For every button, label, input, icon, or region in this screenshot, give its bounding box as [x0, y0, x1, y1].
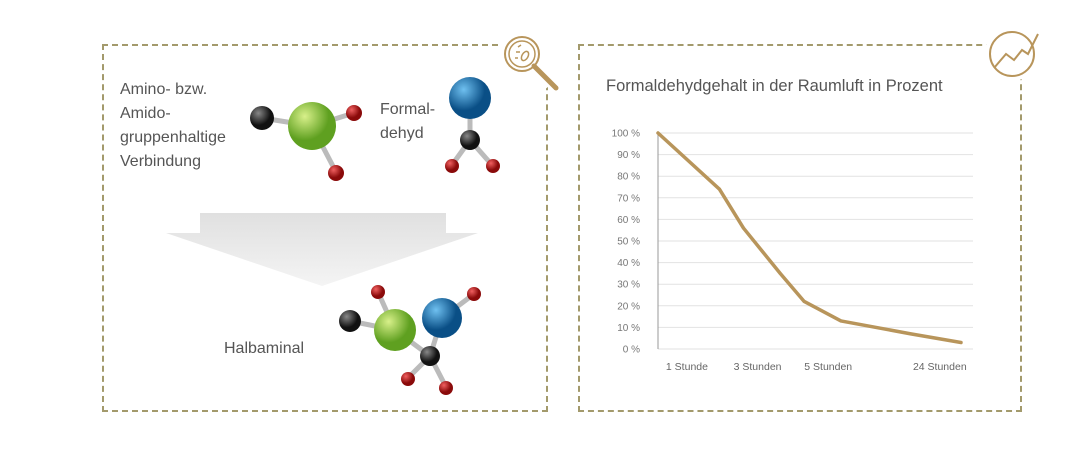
- data-point: [839, 319, 843, 323]
- trend-chart-icon: [984, 28, 1046, 80]
- data-point: [959, 341, 963, 345]
- label-line: dehyd: [380, 125, 424, 142]
- y-tick-label: 0 %: [623, 345, 640, 356]
- y-tick-label: 30 %: [617, 280, 640, 291]
- y-tick-label: 10 %: [617, 323, 640, 334]
- label-line: Amido-: [120, 105, 171, 122]
- data-point: [778, 271, 782, 275]
- line-chart: 0 % 10 % 20 % 30 % 40 % 50 % 60 % 70 % 80 % 90 % 1…: [612, 129, 973, 373]
- label-line: Verbindung: [120, 153, 201, 170]
- data-point: [717, 187, 721, 191]
- product-label: Halbaminal: [224, 340, 305, 357]
- y-tick-label: 40 %: [617, 258, 640, 269]
- x-tick-label: 1 Stunde: [666, 361, 708, 373]
- label-line: gruppenhaltige: [120, 129, 226, 146]
- y-tick-label: 50 %: [617, 237, 640, 248]
- label-line: Formal-: [380, 101, 436, 118]
- reaction-diagram: [166, 77, 500, 395]
- chart-panel: [578, 44, 1022, 412]
- x-tick-label: 5 Stunden: [804, 361, 852, 373]
- reactant-formaldehyde-label: Formal- dehyd: [380, 98, 435, 146]
- data-point: [741, 226, 745, 230]
- x-tick-label: 3 Stunden: [734, 361, 782, 373]
- reaction-arrow: [166, 213, 478, 286]
- amine-molecule: [250, 102, 362, 181]
- y-tick-label: 70 %: [617, 193, 640, 204]
- chart-title: Formaldehydgehalt in der Raumluft in Pro…: [606, 77, 943, 95]
- reaction-panel: [102, 44, 548, 412]
- y-tick-label: 100 %: [612, 129, 640, 140]
- data-point: [909, 332, 913, 336]
- hemiaminal-molecule: [339, 285, 481, 395]
- data-point: [656, 131, 660, 135]
- y-tick-label: 80 %: [617, 172, 640, 183]
- series-line: [656, 131, 963, 345]
- formaldehyde-molecule: [445, 77, 500, 173]
- x-tick-label: 24 Stunden: [913, 361, 967, 373]
- y-tick-label: 60 %: [617, 215, 640, 226]
- y-tick-label: 90 %: [617, 150, 640, 161]
- y-tick-label: 20 %: [617, 301, 640, 312]
- label-line: Amino- bzw.: [120, 81, 208, 98]
- reactant-amine-label: Amino- bzw. Amido- gruppenhaltige Verbin…: [120, 78, 226, 174]
- data-point: [802, 299, 806, 303]
- magnifier-bacteria-icon: [496, 30, 560, 94]
